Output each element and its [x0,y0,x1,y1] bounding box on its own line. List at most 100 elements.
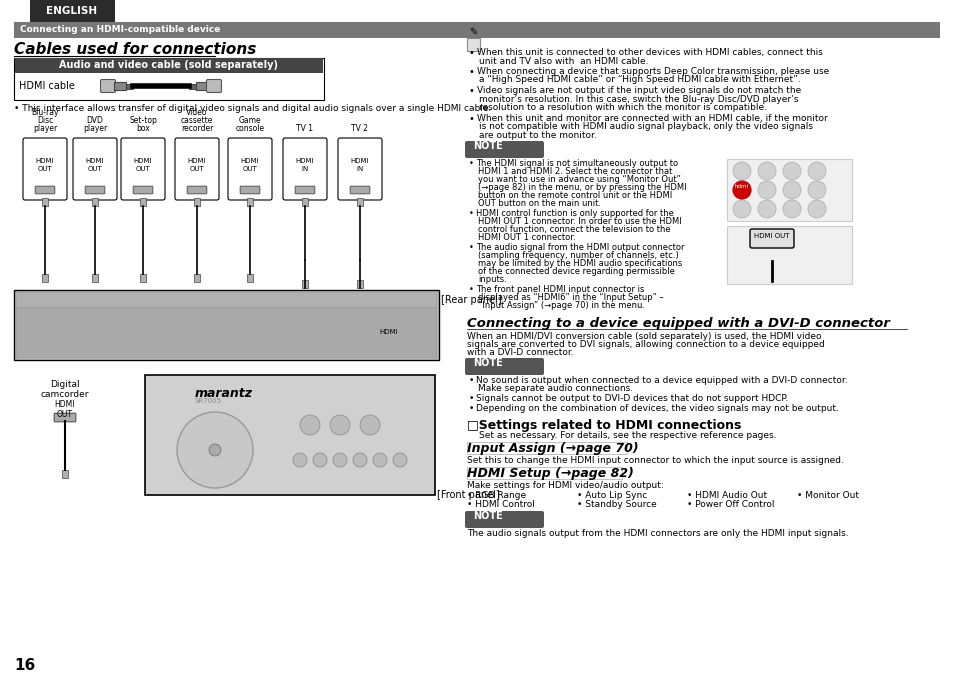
Circle shape [313,453,327,467]
Bar [140,274,146,282]
Text: • Monitor Out: • Monitor Out [796,491,858,500]
FancyBboxPatch shape [100,80,115,92]
Text: •: • [469,243,474,252]
Bar [467,38,479,51]
Text: HDMI: HDMI [35,158,54,164]
Text: Set-top: Set-top [129,116,157,125]
FancyBboxPatch shape [464,141,543,158]
Text: The front panel HDMI input connector is: The front panel HDMI input connector is [476,285,643,294]
FancyBboxPatch shape [174,138,219,200]
FancyBboxPatch shape [73,138,117,200]
Text: recorder: recorder [181,124,213,133]
Text: •: • [469,67,475,77]
Text: button on the remote control unit or the HDMI: button on the remote control unit or the… [477,191,672,200]
Circle shape [782,200,801,218]
Text: • Power Off Control: • Power Off Control [686,500,774,509]
Text: [Rear panel]: [Rear panel] [440,295,501,305]
Bar [113,82,126,90]
Text: Signals cannot be output to DVI-D devices that do not support HDCP.: Signals cannot be output to DVI-D device… [476,394,787,403]
Circle shape [807,162,825,180]
Text: Set as necessary. For details, see the respective reference pages.: Set as necessary. For details, see the r… [478,431,776,440]
Text: HDMI: HDMI [133,158,152,164]
Text: (→page 82) in the menu, or by pressing the HDMI: (→page 82) in the menu, or by pressing t… [477,183,686,192]
Bar [302,280,308,288]
FancyBboxPatch shape [23,138,67,200]
Circle shape [782,181,801,199]
Text: The HDMI signal is not simultaneously output to: The HDMI signal is not simultaneously ou… [476,159,678,168]
Text: Make separate audio connections.: Make separate audio connections. [477,384,633,393]
Text: Video: Video [186,108,208,117]
Text: are output to the monitor.: are output to the monitor. [478,130,597,140]
Text: IN: IN [356,166,363,172]
Bar [193,274,200,282]
Text: OUT: OUT [135,166,151,172]
Text: cassette: cassette [181,116,213,125]
FancyBboxPatch shape [464,358,543,375]
Text: •: • [469,285,474,294]
Bar [145,375,435,495]
Text: 16: 16 [14,657,35,672]
Text: “Input Assign” (→page 70) in the menu.: “Input Assign” (→page 70) in the menu. [477,301,644,310]
Bar [193,198,200,206]
Text: HDMI cable: HDMI cable [19,81,74,91]
Text: No sound is output when connected to a device equipped with a DVI-D connector.: No sound is output when connected to a d… [476,376,846,385]
Text: hdmi: hdmi [734,184,748,190]
FancyBboxPatch shape [35,186,54,194]
Text: HDMI
OUT: HDMI OUT [54,400,75,419]
FancyBboxPatch shape [187,186,207,194]
Text: • Auto Lip Sync: • Auto Lip Sync [577,491,646,500]
Bar [14,22,939,38]
FancyBboxPatch shape [121,138,165,200]
Text: Set this to change the HDMI input connector to which the input source is assigne: Set this to change the HDMI input connec… [467,456,843,465]
Text: (sampling frequency, number of channels, etc.): (sampling frequency, number of channels,… [477,251,678,260]
Bar [42,274,48,282]
Circle shape [758,181,775,199]
FancyBboxPatch shape [85,186,105,194]
Text: Connecting an HDMI-compatible device: Connecting an HDMI-compatible device [20,26,220,34]
FancyBboxPatch shape [206,80,221,92]
Text: HDMI Setup (→page 82): HDMI Setup (→page 82) [467,467,633,480]
Text: a “High Speed HDMI cable” or “High Speed HDMI cable with Ethernet”.: a “High Speed HDMI cable” or “High Speed… [478,76,800,84]
Circle shape [732,181,750,199]
Text: NOTE: NOTE [473,511,502,521]
Bar [195,82,208,90]
Bar [726,159,851,221]
Text: When this unit is connected to other devices with HDMI cables, connect this: When this unit is connected to other dev… [476,48,822,57]
Text: •: • [469,113,475,124]
Bar [247,198,253,206]
Text: • This interface allows transfer of digital video signals and digital audio sign: • This interface allows transfer of digi… [14,104,491,113]
Text: Blu-ray: Blu-ray [31,108,59,117]
Text: HDMI OUT 1 connector. In order to use the HDMI: HDMI OUT 1 connector. In order to use th… [477,217,681,226]
Circle shape [330,415,350,435]
Text: Depending on the combination of devices, the video signals may not be output.: Depending on the combination of devices,… [476,404,838,413]
Text: HDMI: HDMI [379,329,397,335]
Text: ENGLISH: ENGLISH [47,6,97,16]
Text: HDMI OUT 1 connector.: HDMI OUT 1 connector. [477,233,575,242]
Text: •: • [469,86,475,96]
Text: HDMI: HDMI [295,158,314,164]
Bar [356,280,363,288]
Text: •: • [469,159,474,168]
Text: Audio and video cable (sold separately): Audio and video cable (sold separately) [59,60,278,70]
Text: Cables used for connections: Cables used for connections [14,42,256,57]
Text: inputs.: inputs. [477,275,506,284]
FancyBboxPatch shape [749,229,793,248]
Text: OUT: OUT [190,166,204,172]
Text: of the connected device regarding permissible: of the connected device regarding permis… [477,267,674,276]
Text: Input Assign (→page 70): Input Assign (→page 70) [467,442,638,455]
Text: □Settings related to HDMI connections: □Settings related to HDMI connections [467,419,740,432]
FancyBboxPatch shape [283,138,327,200]
Text: signals are converted to DVI signals, allowing connection to a device equipped: signals are converted to DVI signals, al… [467,340,824,349]
Text: ✎: ✎ [469,26,477,36]
Text: Game: Game [238,116,261,125]
Text: Video signals are not output if the input video signals do not match the: Video signals are not output if the inpu… [476,86,801,95]
Bar [14,290,438,360]
Text: Connecting to a device equipped with a DVI-D connector: Connecting to a device equipped with a D… [467,317,889,330]
Text: The audio signal from the HDMI output connector: The audio signal from the HDMI output co… [476,243,684,252]
Bar [467,467,621,479]
Circle shape [807,200,825,218]
Text: • HDMI Audio Out: • HDMI Audio Out [686,491,766,500]
Text: NOTE: NOTE [473,141,502,151]
Text: HDMI: HDMI [351,158,369,164]
Text: •: • [469,394,474,403]
